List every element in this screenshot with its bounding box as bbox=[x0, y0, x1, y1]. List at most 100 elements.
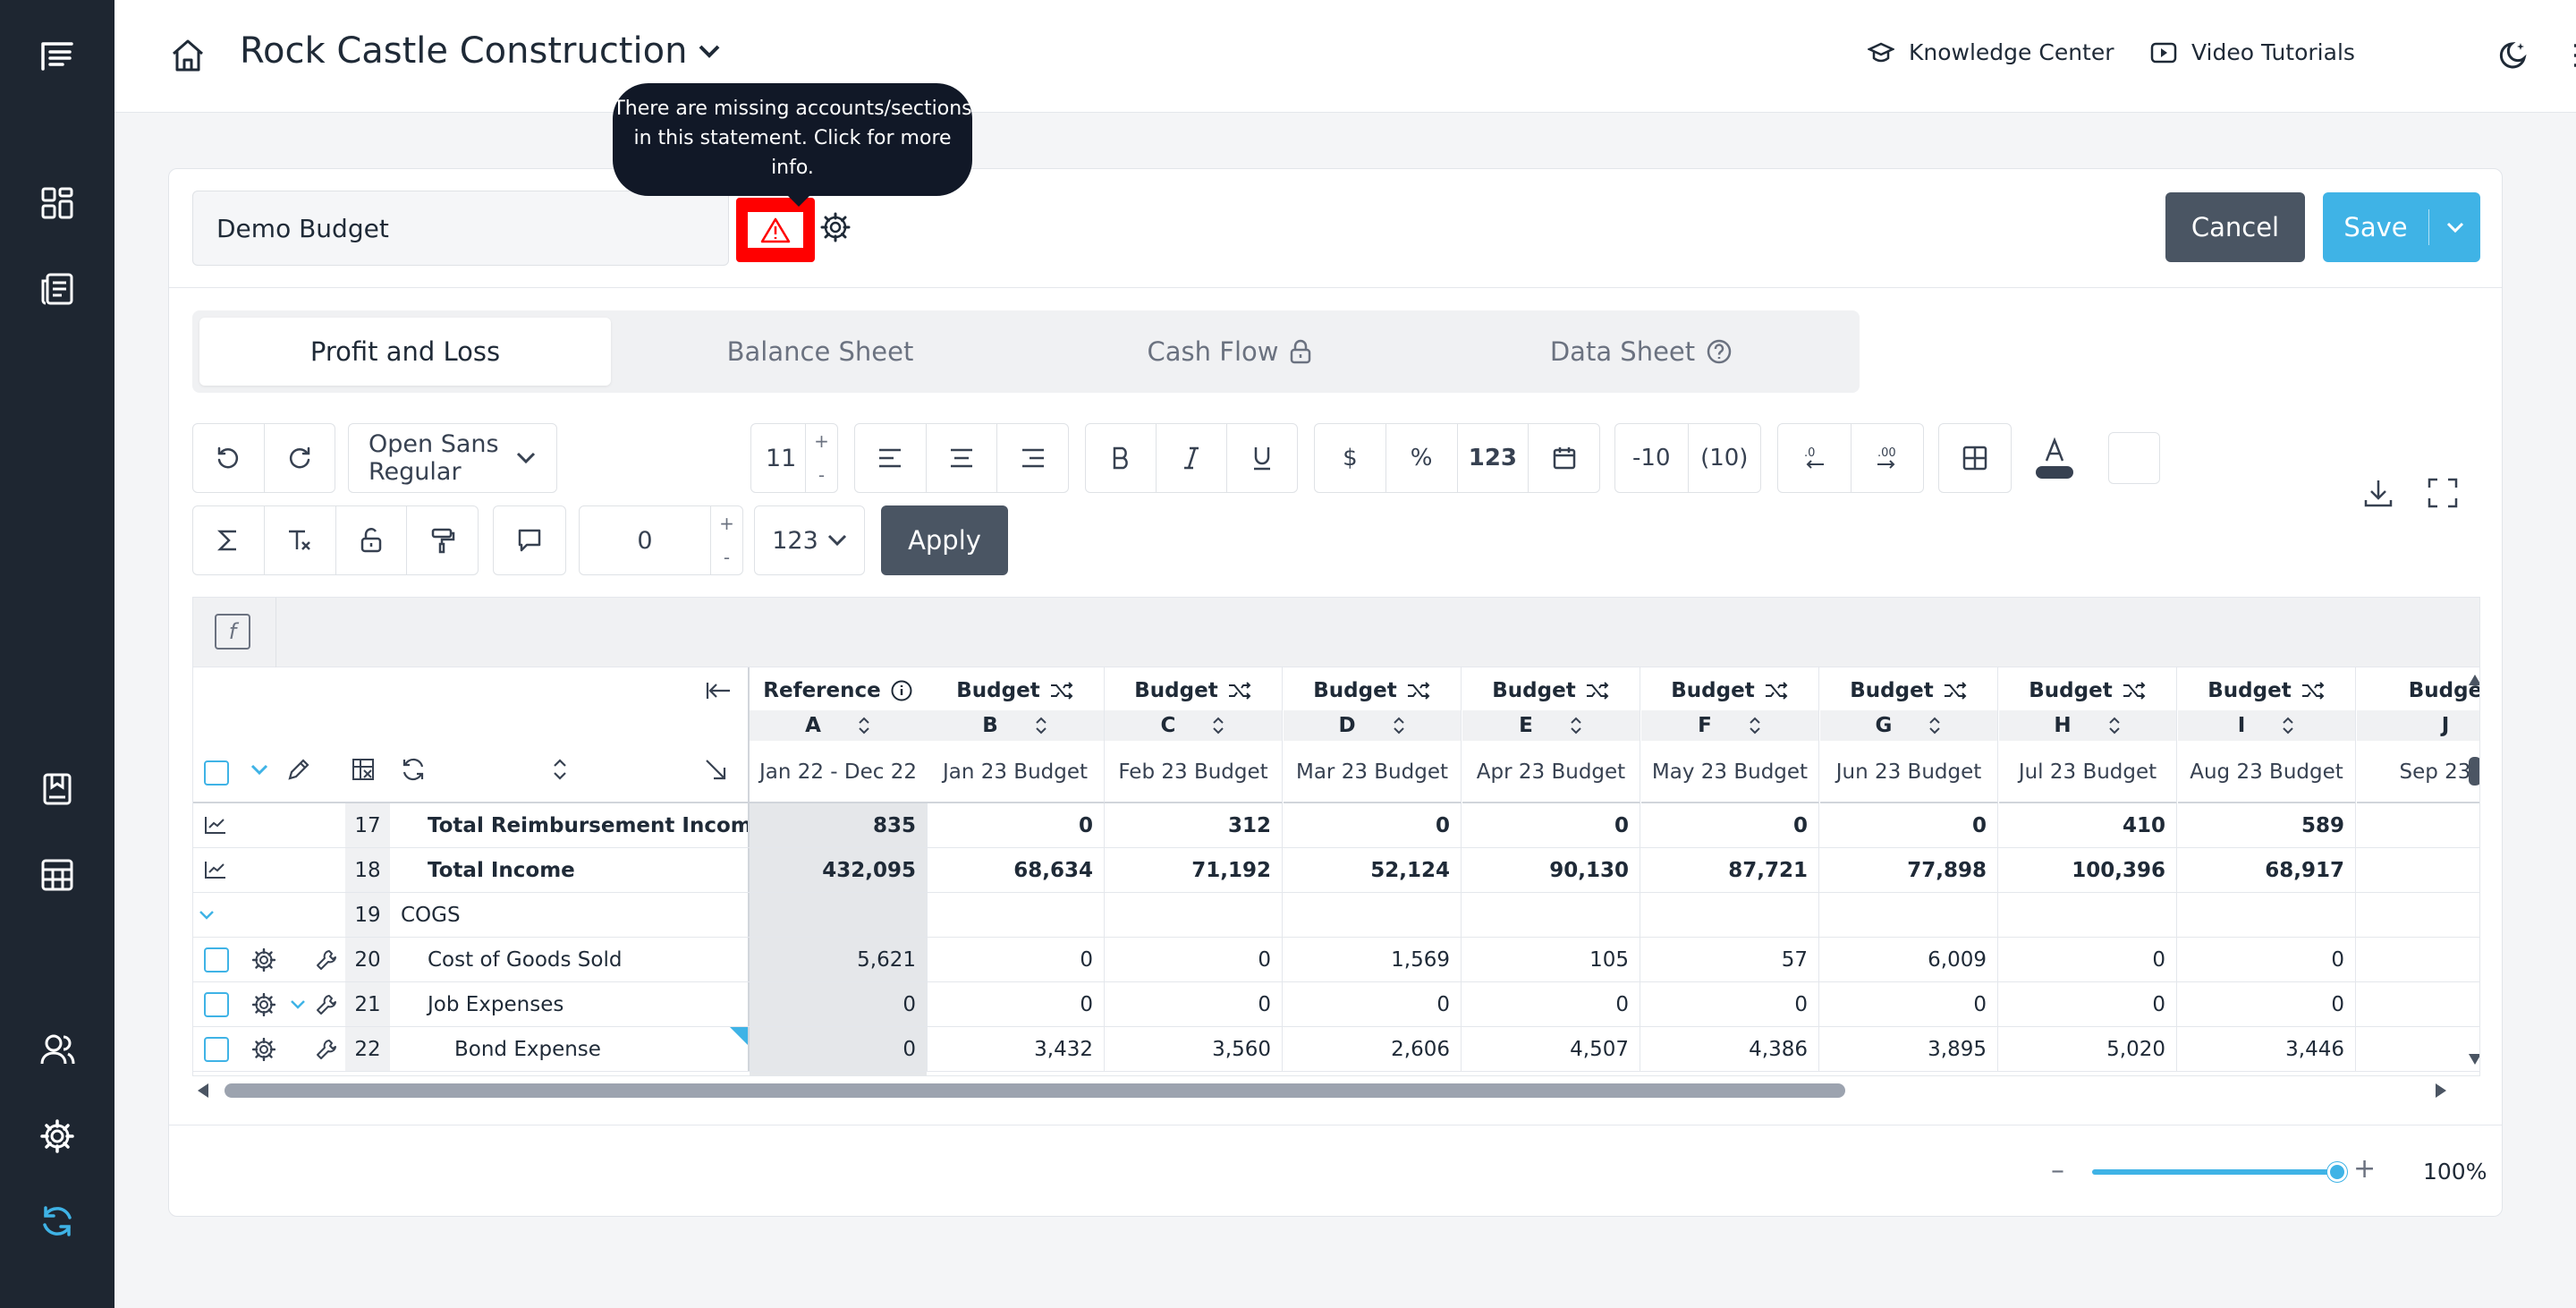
zoom-out-button[interactable]: – bbox=[2051, 1155, 2064, 1186]
expand-row-chevron-icon[interactable] bbox=[290, 999, 306, 1010]
scroll-down-arrow-icon[interactable] bbox=[2469, 1054, 2479, 1065]
table-cell[interactable]: 589 bbox=[2178, 803, 2356, 847]
table-cell[interactable]: 0 bbox=[1641, 803, 1819, 847]
font-family-select[interactable]: Open Sans Regular bbox=[348, 423, 557, 493]
horizontal-scroll-thumb[interactable] bbox=[225, 1083, 1845, 1098]
home-icon[interactable] bbox=[170, 38, 206, 73]
table-cell[interactable]: 0 bbox=[927, 803, 1105, 847]
sync-icon[interactable] bbox=[35, 1199, 80, 1244]
decrement-label[interactable]: - bbox=[723, 547, 731, 568]
font-size-stepper[interactable]: 11 + - bbox=[750, 423, 838, 493]
column-header[interactable]: Reference A Jan 22 - Dec 22 bbox=[750, 667, 928, 803]
increment-label[interactable]: + bbox=[814, 430, 829, 452]
table-cell[interactable]: 0 bbox=[1284, 803, 1462, 847]
scroll-up-arrow-icon[interactable] bbox=[2469, 675, 2479, 685]
decimal-places-stepper[interactable]: 0 + - bbox=[579, 505, 743, 575]
expand-diagonal-icon[interactable] bbox=[703, 757, 728, 782]
table-cell[interactable]: 410 bbox=[1999, 803, 2177, 847]
sort-icon[interactable] bbox=[2107, 715, 2122, 736]
budget-name-input[interactable]: Demo Budget bbox=[192, 191, 729, 266]
reports-icon[interactable] bbox=[35, 267, 80, 311]
missing-accounts-warning-button[interactable] bbox=[736, 198, 815, 262]
sort-icon[interactable] bbox=[1211, 715, 1225, 736]
sort-icon[interactable] bbox=[1569, 715, 1583, 736]
table-cell[interactable]: 0 bbox=[2178, 982, 2356, 1026]
decrease-decimal-icon[interactable]: .0 bbox=[1778, 424, 1852, 492]
column-header[interactable]: Budget B Jan 23 Budget bbox=[927, 667, 1105, 803]
table-cell[interactable]: 0 bbox=[1105, 982, 1283, 1026]
shuffle-icon[interactable] bbox=[1585, 681, 1610, 701]
currency-format-button[interactable]: $ bbox=[1315, 424, 1386, 492]
tab-cash-flow[interactable]: Cash Flow bbox=[1024, 318, 1436, 386]
row-label[interactable]: COGS bbox=[392, 893, 750, 937]
font-size-spinner[interactable]: + - bbox=[805, 424, 837, 492]
table-cell[interactable] bbox=[1999, 893, 2177, 937]
row-label[interactable]: Cost of Goods Sold bbox=[392, 938, 750, 981]
sort-icon[interactable] bbox=[1392, 715, 1406, 736]
column-header[interactable]: Budget D Mar 23 Budget bbox=[1284, 667, 1462, 803]
table-cell[interactable]: 0 bbox=[1284, 982, 1462, 1026]
vertical-scroll-thumb[interactable] bbox=[2469, 757, 2479, 786]
sort-icon[interactable] bbox=[857, 715, 871, 736]
sort-icon[interactable] bbox=[2281, 715, 2295, 736]
table-cell[interactable]: 0 bbox=[1641, 982, 1819, 1026]
table-cell[interactable]: 0 bbox=[1999, 938, 2177, 981]
shuffle-icon[interactable] bbox=[2122, 681, 2147, 701]
align-right-icon[interactable] bbox=[997, 424, 1068, 492]
shuffle-icon[interactable] bbox=[1049, 681, 1074, 701]
column-layout-icon[interactable] bbox=[351, 757, 376, 782]
table-cell[interactable]: 0 bbox=[2178, 938, 2356, 981]
table-cell[interactable]: 0 bbox=[927, 982, 1105, 1026]
undo-icon[interactable] bbox=[193, 424, 265, 492]
table-cell[interactable] bbox=[2357, 982, 2479, 1026]
table-cell[interactable] bbox=[1462, 893, 1640, 937]
column-header[interactable]: Budget C Feb 23 Budget bbox=[1105, 667, 1283, 803]
hamburger-menu-icon[interactable] bbox=[2572, 43, 2576, 68]
apply-button[interactable]: Apply bbox=[881, 505, 1008, 575]
row-checkbox[interactable] bbox=[204, 947, 229, 973]
table-cell[interactable]: 71,192 bbox=[1105, 848, 1283, 892]
table-cell[interactable]: 0 bbox=[1462, 803, 1640, 847]
table-cell[interactable]: 87,721 bbox=[1641, 848, 1819, 892]
sum-icon[interactable] bbox=[193, 506, 265, 574]
table-cell[interactable]: 0 bbox=[1105, 938, 1283, 981]
italic-icon[interactable] bbox=[1157, 424, 1227, 492]
clear-format-icon[interactable] bbox=[265, 506, 336, 574]
menu-toggle-icon[interactable] bbox=[35, 34, 80, 79]
video-tutorials-link[interactable]: Video Tutorials bbox=[2150, 39, 2355, 65]
theme-toggle-icon[interactable] bbox=[2497, 39, 2529, 72]
table-cell[interactable]: 0 bbox=[1820, 803, 1998, 847]
wrench-icon[interactable] bbox=[315, 948, 338, 972]
shuffle-icon[interactable] bbox=[1764, 681, 1789, 701]
function-icon[interactable]: f bbox=[215, 614, 250, 650]
wrench-icon[interactable] bbox=[315, 993, 338, 1016]
scroll-left-arrow-icon[interactable] bbox=[198, 1083, 208, 1098]
info-icon[interactable] bbox=[890, 679, 913, 702]
table-cell[interactable]: 5,621 bbox=[750, 938, 928, 981]
cancel-button[interactable]: Cancel bbox=[2165, 192, 2305, 262]
table-cell[interactable]: 0 bbox=[1820, 982, 1998, 1026]
tab-data-sheet[interactable]: Data Sheet bbox=[1436, 318, 1847, 386]
fullscreen-icon[interactable] bbox=[2427, 477, 2459, 509]
table-cell[interactable] bbox=[2357, 1027, 2479, 1071]
row-label[interactable]: Job Expenses bbox=[392, 982, 750, 1026]
table-cell[interactable] bbox=[927, 893, 1105, 937]
sort-icon[interactable] bbox=[1748, 715, 1762, 736]
dashboard-icon[interactable] bbox=[35, 181, 80, 225]
table-cell[interactable]: 2,606 bbox=[1284, 1027, 1462, 1071]
table-cell[interactable]: 100,396 bbox=[1999, 848, 2177, 892]
table-cell[interactable] bbox=[1641, 893, 1819, 937]
increase-decimal-icon[interactable]: .00 bbox=[1852, 424, 1924, 492]
row-settings-gear-icon[interactable] bbox=[252, 993, 275, 1016]
table-cell[interactable]: 0 bbox=[1462, 982, 1640, 1026]
download-icon[interactable] bbox=[2362, 477, 2394, 509]
shuffle-icon[interactable] bbox=[1406, 681, 1431, 701]
refresh-icon[interactable] bbox=[401, 757, 426, 782]
table-cell[interactable]: 5,020 bbox=[1999, 1027, 2177, 1071]
edit-pencil-icon[interactable] bbox=[286, 757, 311, 782]
table-cell[interactable] bbox=[2357, 803, 2479, 847]
table-cell[interactable] bbox=[750, 893, 928, 937]
table-cell[interactable]: 835 bbox=[750, 803, 928, 847]
table-cell[interactable]: 0 bbox=[1999, 982, 2177, 1026]
bold-icon[interactable] bbox=[1086, 424, 1157, 492]
